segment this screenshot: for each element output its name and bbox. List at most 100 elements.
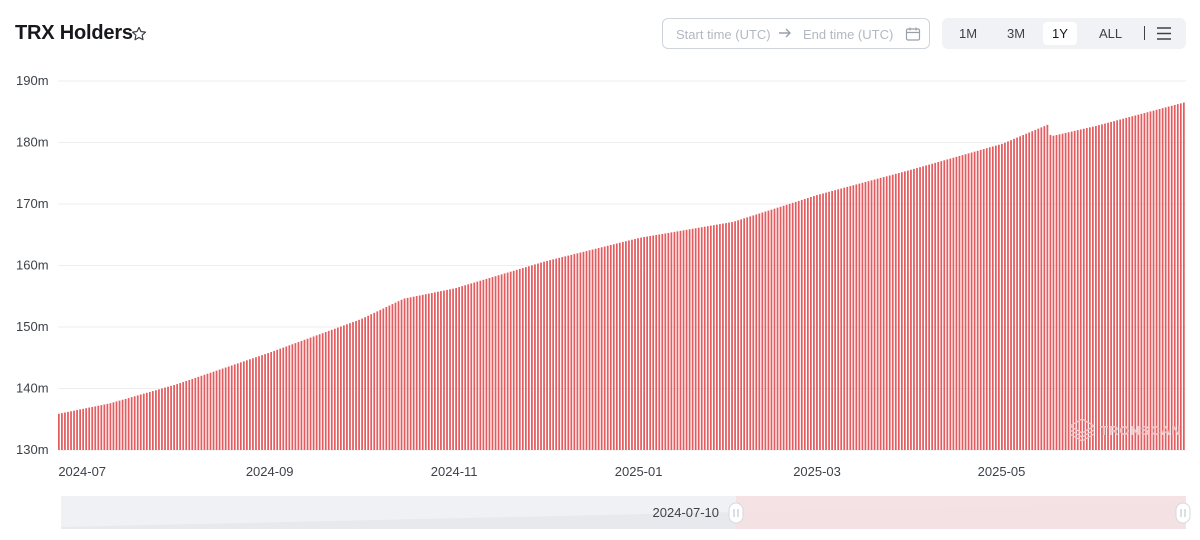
bar <box>740 219 743 450</box>
bar <box>925 165 927 450</box>
bar <box>127 398 130 450</box>
bar <box>443 290 445 450</box>
bar <box>164 387 166 450</box>
bar <box>188 379 191 450</box>
bar <box>206 373 209 450</box>
bar <box>358 319 360 450</box>
bar <box>919 167 921 450</box>
bar <box>424 294 427 450</box>
bar <box>79 409 81 450</box>
range-button-all[interactable]: ALL <box>1099 26 1123 41</box>
bar <box>615 243 618 450</box>
range-button-3m[interactable]: 3M <box>1007 26 1026 41</box>
bar <box>215 370 218 450</box>
bar <box>394 302 397 450</box>
bar <box>1176 104 1179 450</box>
bar <box>940 161 943 450</box>
bar <box>1025 133 1028 451</box>
bar <box>882 177 885 450</box>
bar <box>1116 120 1119 451</box>
arrow-right-icon <box>779 28 791 38</box>
bar <box>340 326 342 450</box>
bar <box>600 247 603 450</box>
bar <box>1134 115 1137 451</box>
start-time-input[interactable]: Start time (UTC) <box>676 27 771 42</box>
bar <box>1173 104 1176 450</box>
bar <box>297 342 300 450</box>
bar <box>333 328 336 450</box>
bar <box>139 394 142 450</box>
bar <box>982 149 985 451</box>
bar <box>694 228 697 450</box>
bar <box>922 166 924 450</box>
bar <box>91 406 94 450</box>
watermark-text: TRONSCAN <box>1100 423 1182 438</box>
bar <box>576 253 579 450</box>
bar <box>618 242 621 450</box>
bar <box>603 246 606 450</box>
bar <box>242 361 245 450</box>
bar <box>355 320 357 450</box>
bar <box>643 237 645 450</box>
bar <box>537 263 539 450</box>
range-navigator[interactable]: 2024-07-10 <box>61 496 1191 529</box>
bar <box>700 227 703 450</box>
bar <box>312 336 315 450</box>
bar <box>412 296 415 450</box>
bar <box>840 188 843 450</box>
bar <box>949 158 952 451</box>
navigator-left-handle[interactable] <box>728 502 744 524</box>
bar <box>609 244 612 450</box>
bar <box>379 309 382 450</box>
bar <box>136 395 139 450</box>
bar <box>133 396 136 450</box>
bar <box>82 408 85 450</box>
bar <box>673 231 676 450</box>
bar <box>85 408 88 450</box>
end-time-input[interactable]: End time (UTC) <box>803 27 894 42</box>
hamburger-menu-icon[interactable] <box>1156 26 1172 41</box>
bar <box>124 398 127 450</box>
bar <box>185 380 188 450</box>
calendar-icon[interactable] <box>905 26 921 42</box>
bar <box>352 322 354 450</box>
bar <box>440 291 442 450</box>
bar <box>722 223 724 450</box>
date-range-picker[interactable]: Start time (UTC) End time (UTC) <box>662 18 930 49</box>
bar <box>773 208 776 450</box>
navigator-right-handle[interactable] <box>1175 502 1191 524</box>
bar <box>788 203 791 450</box>
bar <box>1167 106 1170 450</box>
star-outline-icon[interactable] <box>130 25 148 43</box>
bar <box>479 280 482 450</box>
bar <box>594 248 597 450</box>
y-axis: 130m 140m 150m 160m 170m 180m 190m <box>16 73 49 457</box>
bar <box>967 153 970 450</box>
bar <box>458 287 461 450</box>
bar <box>867 181 870 450</box>
y-tick-label: 150m <box>16 319 49 334</box>
divider <box>1144 26 1145 40</box>
bar <box>294 343 297 450</box>
bar <box>373 312 376 450</box>
x-tick-label: 2025-03 <box>793 464 841 479</box>
bar <box>897 173 900 450</box>
page-title: TRX Holders <box>15 22 133 44</box>
bar <box>1001 143 1003 450</box>
bar <box>1010 140 1012 450</box>
bar <box>64 412 66 450</box>
bar <box>500 274 503 450</box>
bar <box>400 299 403 450</box>
bar <box>346 324 348 450</box>
bar <box>152 391 154 450</box>
bar <box>461 286 464 450</box>
x-axis: 2024-07 2024-09 2024-11 2025-01 2025-03 2025-… <box>58 464 1025 479</box>
bar <box>819 194 821 450</box>
range-button-1m[interactable]: 1M <box>959 26 978 41</box>
bar <box>806 198 809 450</box>
bar <box>224 367 227 450</box>
bar <box>349 323 351 450</box>
bar <box>1158 108 1161 451</box>
bar <box>452 288 454 450</box>
range-button-1y[interactable]: 1Y <box>1043 22 1077 45</box>
